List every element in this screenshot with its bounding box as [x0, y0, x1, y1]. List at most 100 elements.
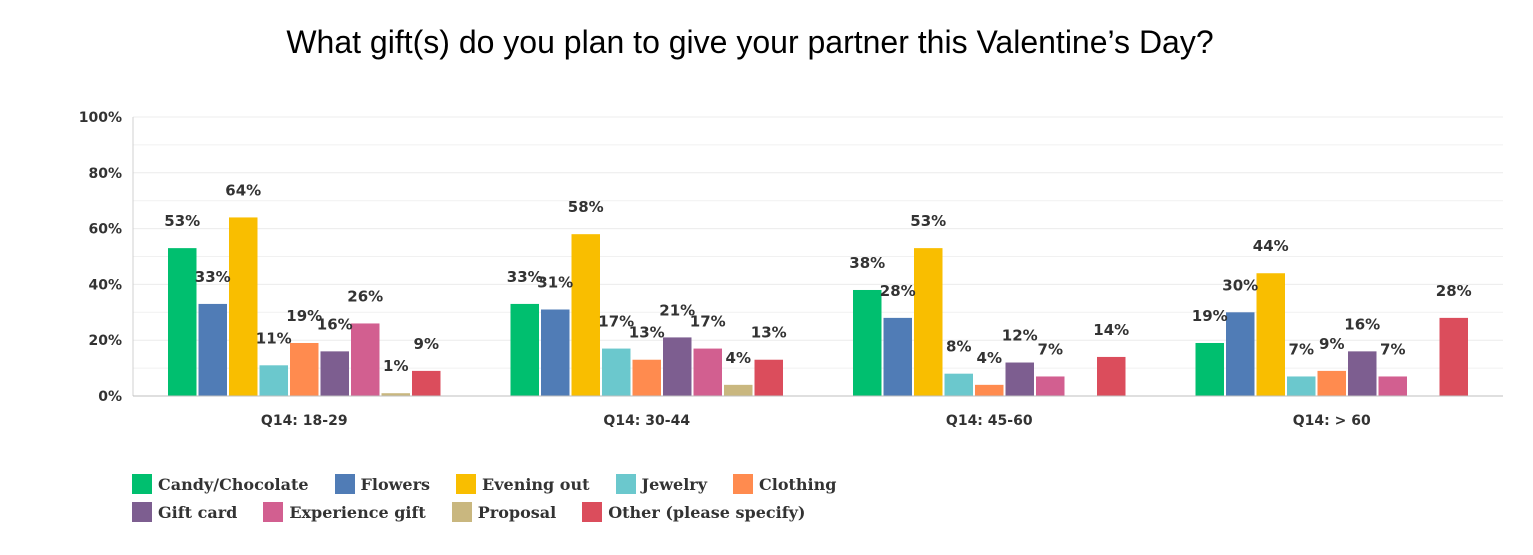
x-axis-ticks: Q14: 18-29 Q14: 30-44 Q14: 45-60 Q14: > 60	[261, 413, 1371, 429]
legend-item: Evening out	[456, 474, 590, 494]
legend-label: Candy/Chocolate	[158, 474, 309, 494]
data-label: 13%	[629, 324, 665, 342]
data-label: 14%	[1093, 321, 1129, 339]
data-label: 58%	[568, 198, 604, 216]
bar	[914, 248, 943, 396]
bar	[541, 309, 570, 396]
data-label: 13%	[751, 324, 787, 342]
data-label: 19%	[286, 307, 322, 325]
legend-swatch	[456, 474, 477, 494]
x-tick-label: Q14: 18-29	[261, 413, 348, 429]
y-tick-label: 100%	[79, 110, 122, 126]
data-label: 17%	[690, 313, 726, 331]
data-label: 17%	[598, 313, 634, 331]
data-label: 12%	[1002, 327, 1038, 345]
bar	[351, 323, 380, 396]
data-label: 38%	[849, 254, 885, 272]
gridlines	[133, 116, 1503, 369]
legend-item: Flowers	[334, 474, 431, 494]
legend-label: Clothing	[759, 474, 837, 494]
y-axis-ticks: 0% 20% 40% 60% 80% 100%	[79, 110, 122, 405]
bar	[663, 337, 692, 396]
bar	[229, 217, 258, 396]
legend-label: Evening out	[482, 474, 590, 494]
bar	[1036, 376, 1065, 396]
legend-item: Gift card	[132, 502, 237, 522]
data-label: 64%	[225, 181, 261, 199]
bar	[381, 393, 410, 396]
data-label: 33%	[195, 268, 231, 286]
bar	[1005, 362, 1034, 396]
data-label: 16%	[317, 315, 353, 333]
data-label: 7%	[1289, 340, 1314, 358]
legend-label: Jewelry	[641, 474, 708, 494]
bar	[883, 317, 912, 396]
legend-row: Gift card Experience gift Proposal Other (p…	[132, 498, 1132, 526]
data-label: 33%	[507, 268, 543, 286]
legend-swatch	[582, 502, 603, 522]
bar	[602, 348, 631, 396]
legend-item: Experience gift	[263, 502, 426, 522]
bar	[1287, 376, 1316, 396]
data-label: 28%	[1436, 282, 1472, 300]
data-label: 9%	[1319, 335, 1344, 353]
bar	[290, 342, 319, 396]
data-label: 4%	[977, 349, 1002, 367]
legend-swatch	[451, 502, 472, 522]
legend-label: Proposal	[477, 502, 557, 522]
legend-label: Other (please specify)	[608, 502, 806, 522]
data-label: 1%	[383, 357, 408, 375]
data-label: 9%	[414, 335, 439, 353]
legend-swatch	[263, 502, 284, 522]
data-label: 28%	[880, 282, 916, 300]
y-tick-label: 20%	[88, 333, 122, 349]
data-label: 16%	[1344, 315, 1380, 333]
bar	[1348, 351, 1377, 396]
data-label: 30%	[1222, 276, 1258, 294]
legend-swatch	[132, 474, 152, 494]
legend-swatch	[615, 474, 636, 494]
legend-swatch	[733, 474, 754, 494]
data-label: 21%	[659, 301, 695, 319]
chart-title: What gift(s) do you plan to give your pa…	[286, 24, 1214, 60]
legend-row: Candy/Chocolate Flowers Evening out Jewelry…	[132, 470, 1132, 498]
bar	[571, 234, 600, 396]
bar	[198, 303, 227, 396]
bar	[510, 303, 539, 396]
legend-item: Jewelry	[615, 474, 708, 494]
bar	[754, 359, 783, 396]
bar	[412, 370, 441, 396]
legend-label: Experience gift	[289, 502, 426, 522]
y-tick-label: 60%	[88, 222, 122, 238]
bar	[1317, 370, 1346, 396]
legend-item: Candy/Chocolate	[132, 474, 309, 494]
legend-item: Other (please specify)	[582, 502, 805, 522]
bar	[1226, 312, 1255, 396]
data-label: 8%	[946, 338, 971, 356]
bar	[632, 359, 661, 396]
legend-swatch	[132, 502, 152, 522]
bar	[259, 365, 288, 396]
data-label: 26%	[347, 287, 383, 305]
data-label: 53%	[164, 212, 200, 230]
x-tick-label: Q14: 45-60	[946, 413, 1033, 429]
bar	[1256, 273, 1285, 396]
bar	[1378, 376, 1407, 396]
bar	[1195, 342, 1224, 396]
y-tick-label: 80%	[88, 166, 122, 182]
legend-swatch	[334, 474, 355, 494]
bars	[168, 217, 1468, 396]
data-label: 11%	[256, 329, 292, 347]
y-tick-label: 0%	[98, 389, 122, 405]
legend-item: Clothing	[733, 474, 836, 494]
bar	[944, 373, 973, 396]
y-tick-label: 40%	[88, 277, 122, 293]
legend-label: Flowers	[360, 474, 431, 494]
bar	[168, 248, 197, 396]
bar	[320, 351, 349, 396]
data-label: 7%	[1038, 340, 1063, 358]
data-label: 31%	[537, 274, 573, 292]
bar	[1439, 317, 1468, 396]
data-labels: 53%33%64%11%19%16%26%1%9%33%31%58%17%13%…	[164, 181, 1471, 375]
